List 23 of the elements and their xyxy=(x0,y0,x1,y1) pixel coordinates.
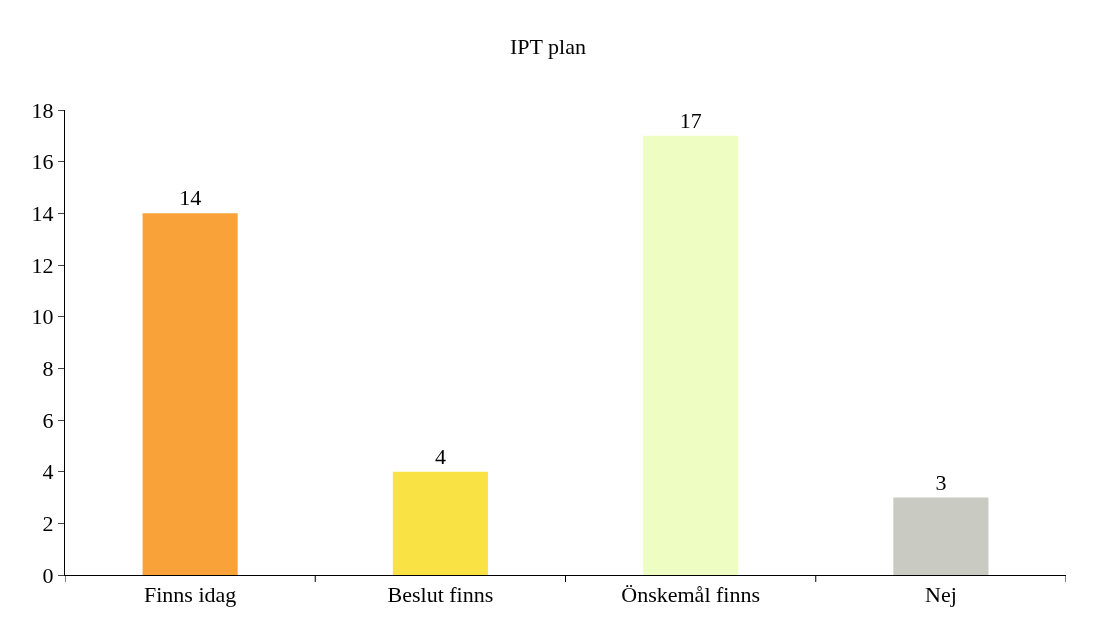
data-label: 3 xyxy=(935,469,947,495)
bar xyxy=(643,135,739,575)
data-label: 4 xyxy=(434,443,446,469)
y-tick-label: 10 xyxy=(31,304,54,330)
x-tick-label: Nej xyxy=(925,582,957,608)
y-tick-label: 16 xyxy=(31,149,54,175)
data-label: 14 xyxy=(179,185,202,211)
y-tick-label: 12 xyxy=(31,252,54,278)
y-tick-label: 14 xyxy=(31,201,54,227)
y-tick-label: 0 xyxy=(42,562,54,588)
bar xyxy=(893,497,989,575)
x-tick-label: Önskemål finns xyxy=(621,582,760,608)
chart-title: IPT plan xyxy=(510,33,586,59)
y-tick-label: 2 xyxy=(42,511,54,537)
data-label: 17 xyxy=(679,107,702,133)
y-tick-label: 6 xyxy=(42,407,54,433)
y-tick-label: 18 xyxy=(31,97,54,123)
x-tick-label: Finns idag xyxy=(143,582,237,608)
y-tick-label: 8 xyxy=(42,356,54,382)
x-tick-label: Beslut finns xyxy=(387,582,494,608)
bar xyxy=(142,213,238,575)
y-tick-label: 4 xyxy=(42,459,54,485)
bar xyxy=(392,471,488,575)
